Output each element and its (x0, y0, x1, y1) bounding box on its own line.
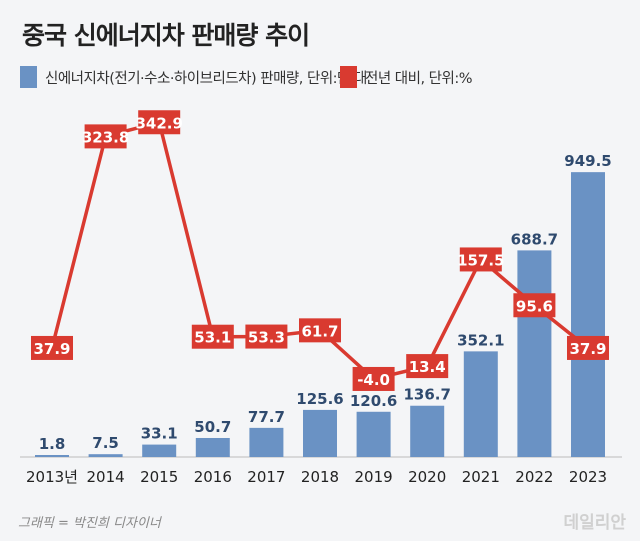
x-tick-label: 2013년 (26, 468, 78, 486)
x-tick-label: 2019 (355, 468, 393, 486)
line-point-2022 (513, 293, 556, 318)
bar-2017 (249, 427, 284, 457)
bar-label: 120.6 (350, 392, 397, 410)
line-label: 95.6 (516, 297, 553, 315)
bar-label: 1.8 (39, 435, 66, 453)
page-title: 중국 신에너지차 판매량 추이 (22, 21, 310, 50)
x-tick-label: 2020 (408, 468, 446, 486)
bar-2023 (571, 172, 605, 457)
line-label: 53.3 (248, 329, 285, 347)
line-point-2014 (84, 124, 127, 149)
logo: 데일리안 (563, 513, 626, 533)
bar-2015 (142, 444, 177, 457)
legend-swatch-line (340, 66, 357, 88)
bar-label: 352.1 (457, 331, 504, 349)
line-point-2020 (406, 354, 449, 379)
line-label: 13.4 (409, 358, 446, 376)
x-tick-label: 2017 (247, 468, 285, 486)
bar-label: 50.7 (194, 418, 231, 436)
bar-2018 (303, 409, 337, 457)
line-point-2018 (299, 318, 341, 343)
line-label: 61.7 (301, 322, 338, 340)
x-tick-label: 2021 (462, 468, 500, 486)
line-point-2023 (567, 335, 609, 360)
bar-2014 (88, 454, 123, 457)
bar-label: 949.5 (564, 152, 611, 170)
line-label: 53.1 (194, 329, 231, 347)
bar-label: 7.5 (92, 434, 119, 452)
line-point-2017 (245, 324, 288, 349)
bar-label: 77.7 (248, 408, 285, 426)
bar-label: 688.7 (511, 230, 558, 248)
credit: 그래픽 = 박진희 디자이너 (18, 516, 161, 531)
x-tick-label: 2022 (515, 468, 553, 486)
line-label: 37.9 (569, 340, 606, 358)
bar-2013년 (35, 455, 69, 457)
line-label: -4.0 (357, 371, 390, 389)
line-label: 342.9 (135, 114, 182, 132)
line-label: 157.5 (457, 251, 504, 269)
bar-label: 33.1 (141, 425, 178, 443)
line-label: 37.9 (33, 340, 70, 358)
x-tick-label: 2018 (301, 468, 339, 486)
bar-2020 (410, 405, 445, 457)
line-point-2015 (138, 110, 181, 135)
bar-2021 (463, 351, 498, 457)
legend-label-line: 전년 대비, 단위:% (365, 70, 473, 87)
x-tick-label: 2023 (569, 468, 607, 486)
legend-bar: 신에너지차(전기·수소·하이브리드차) 판매량, 단위:만 대 (20, 66, 367, 88)
x-tick-label: 2015 (140, 468, 178, 486)
bar-2022 (517, 250, 552, 457)
bar-label: 125.6 (296, 390, 343, 408)
line-point-2013년 (31, 335, 73, 360)
line-point-2021 (459, 247, 502, 272)
line-point-2019 (352, 366, 395, 391)
bar-2019 (356, 411, 391, 457)
line-label: 323.8 (82, 128, 129, 146)
legend-label-bar: 신에너지차(전기·수소·하이브리드차) 판매량, 단위:만 대 (45, 70, 367, 87)
legend-swatch-bar (20, 66, 37, 88)
x-tick-label: 2014 (87, 468, 125, 486)
line-point-2016 (191, 324, 234, 349)
bar-label: 136.7 (403, 386, 450, 404)
bar-2016 (195, 437, 230, 457)
x-tick-label: 2016 (194, 468, 232, 486)
legend-line: 전년 대비, 단위:% (340, 66, 473, 88)
